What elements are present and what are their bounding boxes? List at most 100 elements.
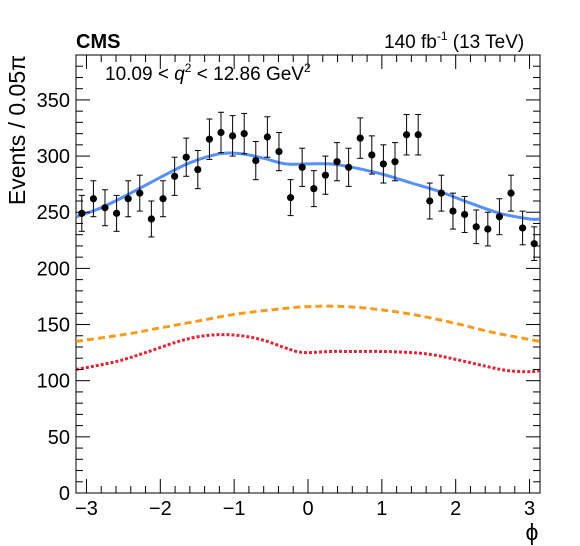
data-point [356,117,364,159]
plot-frame [75,54,541,494]
y-tick-label: 100 [37,371,70,393]
data-marker [414,131,422,139]
data-point [182,137,190,177]
data-point [449,192,457,230]
data-marker [333,158,341,166]
x-tick-label: 3 [524,498,535,520]
q2-power: 2 [185,61,192,75]
data-marker [240,130,248,138]
data-point [391,142,399,182]
x-tick-label: 0 [302,498,313,520]
data-marker [229,132,237,140]
data-point [379,144,387,184]
data-marker [461,210,469,219]
data-marker [194,165,202,174]
x-tick-label: 2 [450,498,461,520]
data-point [530,226,538,262]
axis-ticks: 0 50 100 150 200 250 300 350 −3 −2 −1 0 1 2 3 [37,54,540,520]
data-point [426,182,434,220]
data-point [147,200,155,238]
fit-curves [75,151,541,374]
data-marker [112,209,121,217]
lumi-value: 140 fb [384,32,437,53]
data-point [275,131,283,172]
x-axis-title: ϕ [526,519,539,545]
experiment-label: CMS [76,31,120,53]
data-point [89,180,97,218]
data-marker [205,135,214,143]
data-point [194,149,202,190]
data-marker [368,151,376,159]
data-marker [217,128,225,137]
data-marker [495,213,504,221]
data-point [437,174,445,212]
data-marker [379,160,387,168]
data-marker [484,225,492,233]
data-point [519,210,527,246]
data-point [263,116,271,158]
data-point [286,179,295,217]
data-marker [426,197,434,205]
y-tick-label: 300 [37,146,70,168]
data-marker [182,153,190,161]
data-point [240,112,248,155]
data-marker [171,172,179,180]
data-point [229,115,237,157]
data-marker [252,156,260,165]
data-point [321,155,330,195]
y-tick-label: 200 [37,258,70,280]
data-marker [402,131,411,139]
data-marker [124,195,132,203]
data-marker [136,189,144,197]
data-marker [437,189,445,197]
q2-low: 10.09 < [105,64,174,85]
data-point [159,180,167,218]
total-fit-curve [75,151,540,221]
data-point [472,209,480,245]
y-tick-label: 250 [37,202,70,224]
y-tick-label: 50 [48,427,70,449]
lumi-text: 140 fb-1 (13 TeV) [384,29,524,53]
data-point [171,156,179,196]
data-point [507,174,515,212]
data-point [495,198,504,236]
data-marker [159,195,167,203]
data-marker [263,133,271,141]
data-marker [472,223,480,231]
data-marker [321,171,330,179]
lumi-label: 140 fb-1 (13 TeV) [384,29,524,53]
data-point [414,114,422,156]
data-marker [449,207,457,215]
data-marker [89,195,97,203]
data-point [252,140,260,181]
data-point [345,147,353,187]
data-marker [310,185,318,193]
data-point [205,118,214,160]
y-tick-label: 150 [37,315,70,337]
data-point [112,194,121,232]
data-marker [298,163,306,171]
x-tick-label: 1 [376,498,387,520]
data-point [461,196,469,233]
q2-range-annotation: 10.09 < q2 < 12.86 GeV2 [105,61,311,85]
data-marker [507,189,515,197]
data-marker [286,194,295,202]
data-point [136,174,144,212]
data-point [484,211,492,247]
q2-range-text: 10.09 < q2 < 12.86 GeV2 [105,61,311,85]
data-point [101,189,109,227]
y-tick-label: 350 [37,90,70,112]
q2-high: < 12.86 GeV [191,64,304,85]
data-point [310,170,318,208]
data-point [124,180,132,218]
data-points [78,111,538,262]
data-point [217,111,225,154]
data-point [298,147,306,187]
y-tick-label: 0 [59,483,70,505]
data-marker [78,209,86,217]
dotted-component-curve [75,333,541,374]
x-tick-label: −3 [75,498,98,520]
energy-label: (13 TeV) [448,32,525,53]
data-point [402,114,411,156]
